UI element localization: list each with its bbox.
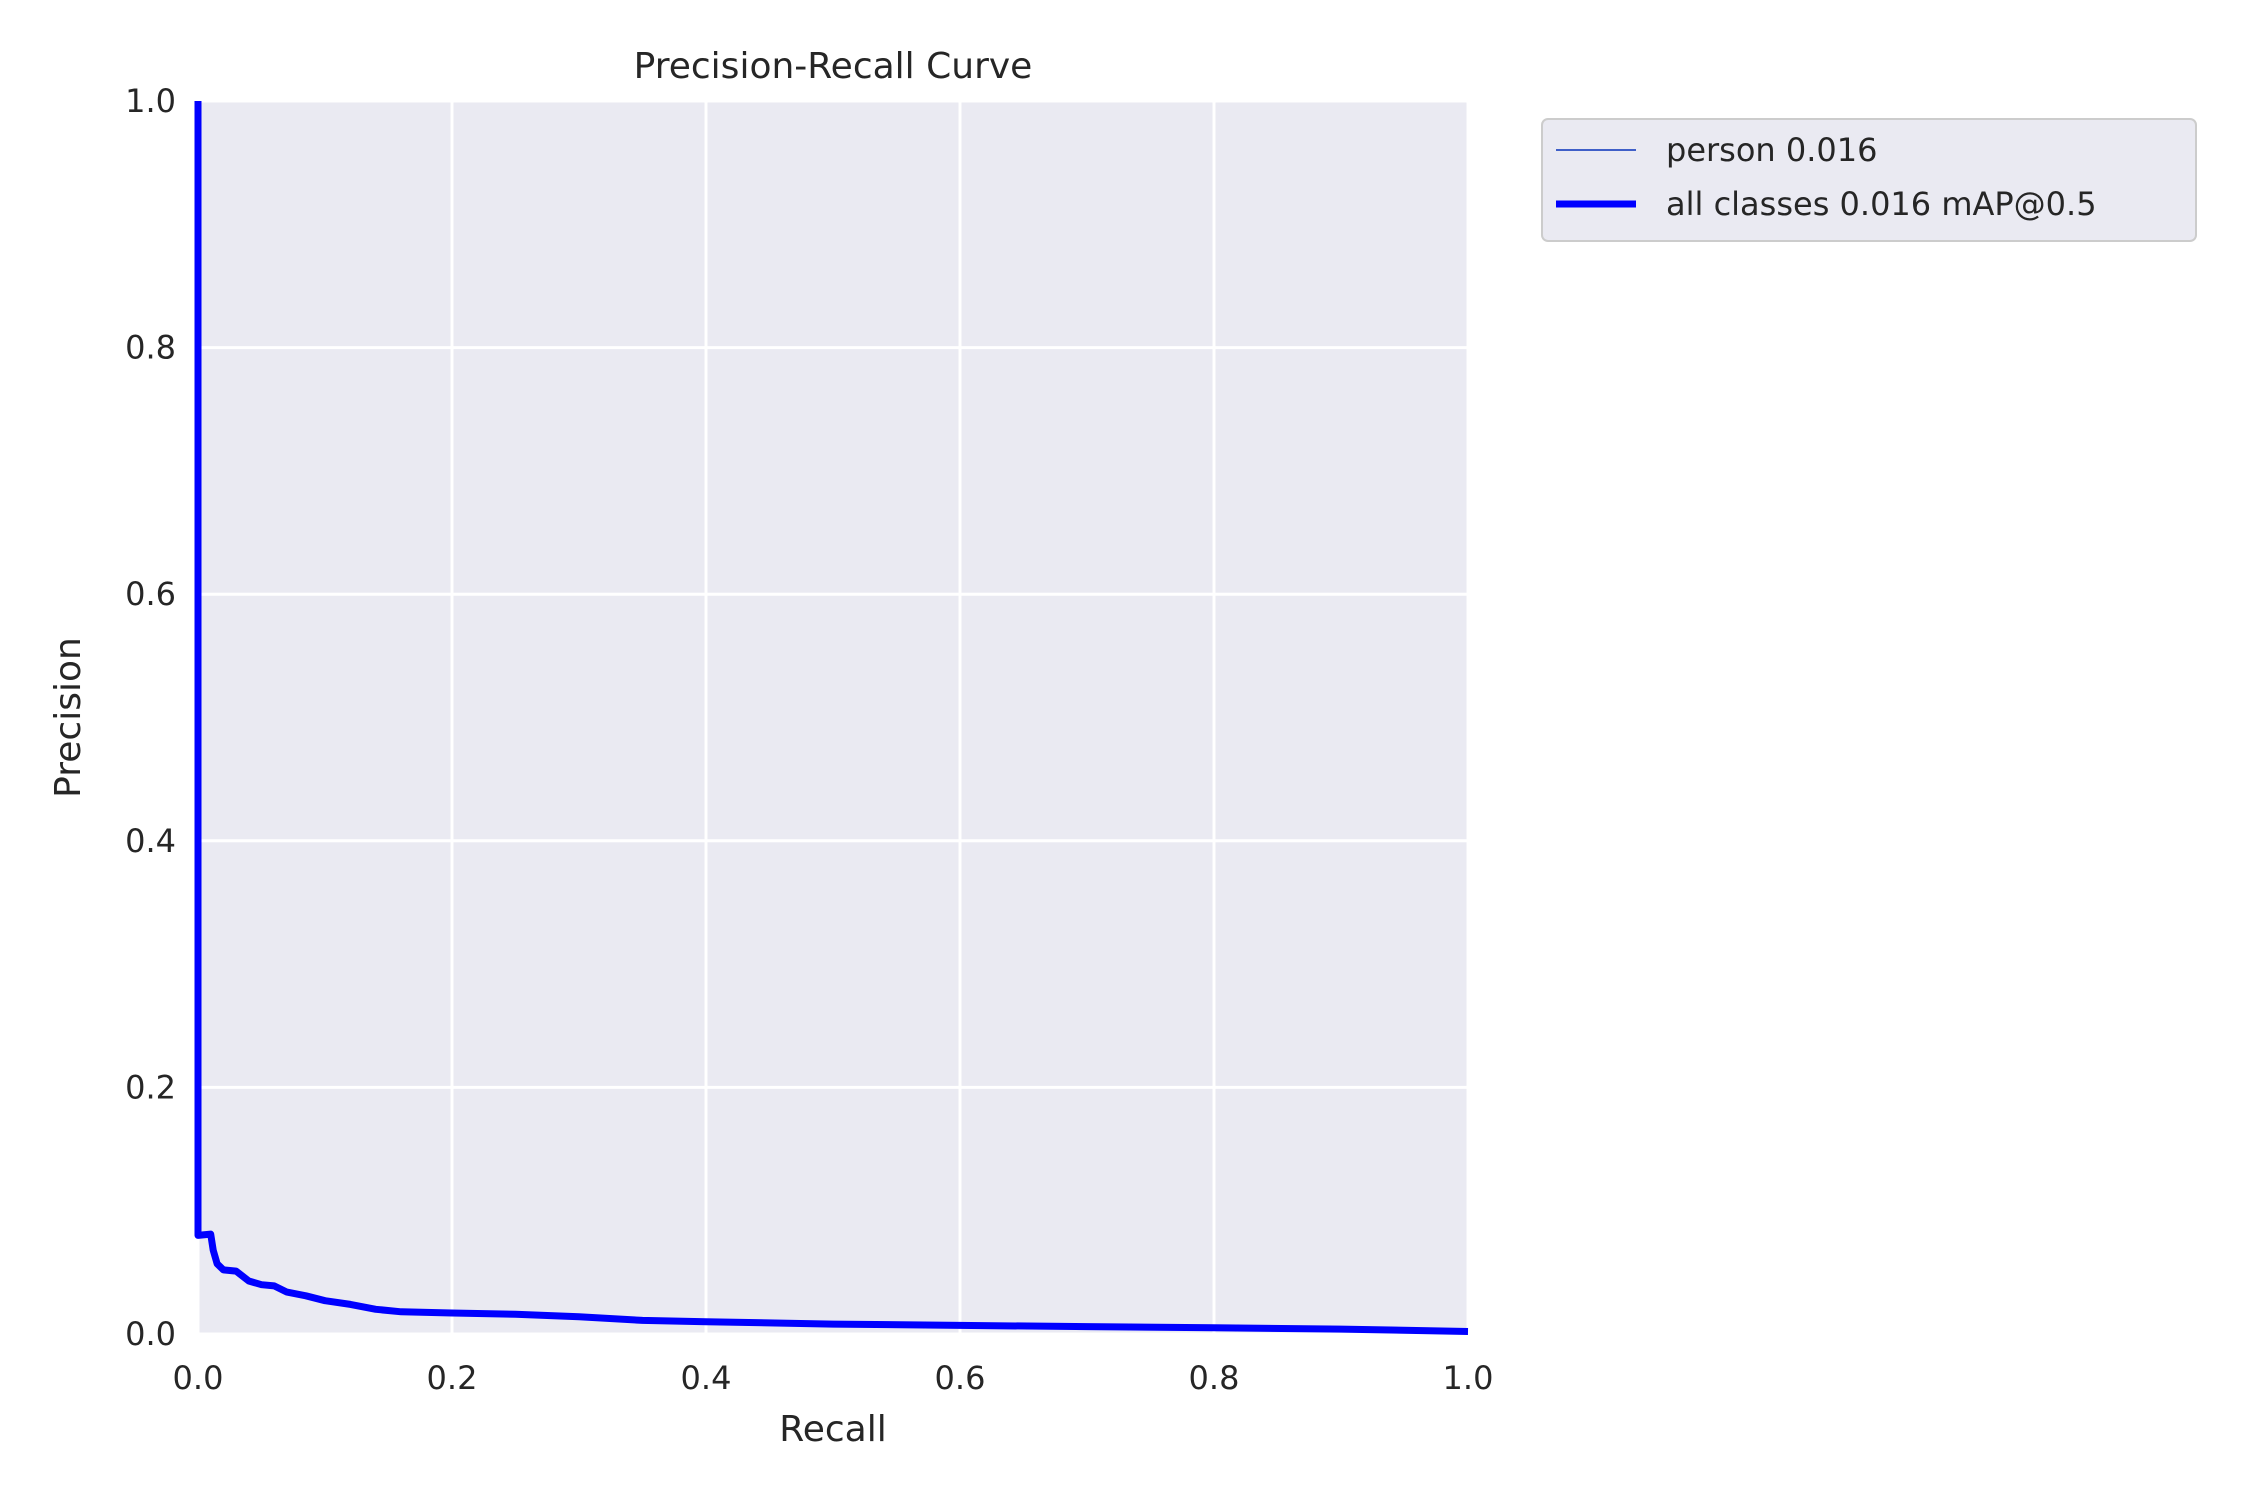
x-tick-label-2: 0.4 bbox=[681, 1359, 732, 1397]
legend: person 0.016 all classes 0.016 mAP@0.5 bbox=[1541, 118, 2197, 242]
y-tick-label-2: 0.4 bbox=[125, 822, 176, 860]
legend-box bbox=[1541, 118, 2197, 242]
y-axis-label: Precision bbox=[48, 637, 89, 798]
y-tick-label-4: 0.8 bbox=[125, 329, 176, 367]
series-layer bbox=[194, 101, 1469, 1335]
y-tick-labels: 0.0 0.2 0.4 0.6 0.8 1.0 bbox=[125, 82, 176, 1353]
grid-lines bbox=[196, 99, 1470, 1336]
plot-area bbox=[194, 99, 1470, 1336]
series-line-all-classes bbox=[194, 101, 1469, 1335]
x-tick-label-1: 0.2 bbox=[427, 1359, 478, 1397]
y-tick-label-3: 0.6 bbox=[125, 575, 176, 613]
chart-title: Precision-Recall Curve bbox=[634, 46, 1033, 87]
y-tick-label-1: 0.2 bbox=[125, 1068, 176, 1106]
x-tick-label-4: 0.8 bbox=[1189, 1359, 1240, 1397]
legend-label-all-classes: all classes 0.016 mAP@0.5 bbox=[1666, 185, 2097, 223]
x-tick-label-3: 0.6 bbox=[935, 1359, 986, 1397]
x-axis-label: Recall bbox=[779, 1409, 886, 1450]
plot-background bbox=[198, 101, 1468, 1334]
x-tick-labels: 0.0 0.2 0.4 0.6 0.8 1.0 bbox=[173, 1359, 1494, 1397]
x-tick-label-5: 1.0 bbox=[1443, 1359, 1494, 1397]
x-tick-label-0: 0.0 bbox=[173, 1359, 224, 1397]
y-tick-label-0: 0.0 bbox=[125, 1315, 176, 1353]
legend-label-person: person 0.016 bbox=[1666, 131, 1877, 169]
y-tick-label-5: 1.0 bbox=[125, 82, 176, 120]
